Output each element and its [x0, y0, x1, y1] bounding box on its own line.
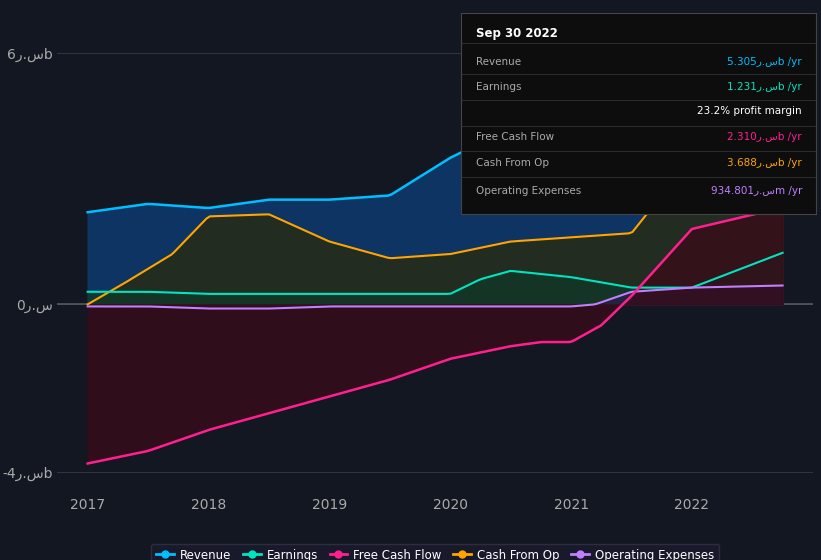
Text: 3.688ر.سb /yr: 3.688ر.سb /yr — [727, 158, 802, 168]
Text: 934.801ر.سm /yr: 934.801ر.سm /yr — [710, 186, 802, 196]
Text: Earnings: Earnings — [475, 82, 521, 92]
Text: 23.2% profit margin: 23.2% profit margin — [697, 106, 802, 116]
Legend: Revenue, Earnings, Free Cash Flow, Cash From Op, Operating Expenses: Revenue, Earnings, Free Cash Flow, Cash … — [151, 544, 719, 560]
Text: 5.305ر.سb /yr: 5.305ر.سb /yr — [727, 57, 802, 67]
Text: 2.310ر.سb /yr: 2.310ر.سb /yr — [727, 132, 802, 142]
Text: Revenue: Revenue — [475, 57, 521, 67]
Text: Sep 30 2022: Sep 30 2022 — [475, 27, 557, 40]
Text: 1.231ر.سb /yr: 1.231ر.سb /yr — [727, 82, 802, 92]
Text: Free Cash Flow: Free Cash Flow — [475, 132, 553, 142]
Text: Cash From Op: Cash From Op — [475, 158, 548, 168]
Text: Operating Expenses: Operating Expenses — [475, 186, 580, 196]
